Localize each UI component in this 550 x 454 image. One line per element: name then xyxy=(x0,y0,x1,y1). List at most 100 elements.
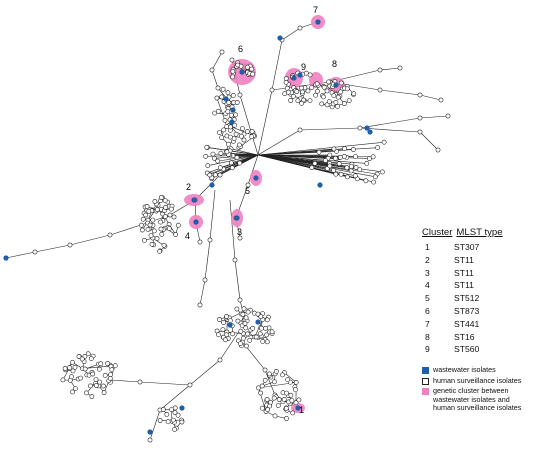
tree-edge xyxy=(189,359,221,386)
human-isolate-node xyxy=(357,167,363,172)
wastewater-isolate-node xyxy=(230,107,236,113)
human-isolate-node xyxy=(276,397,282,402)
human-isolate-node xyxy=(172,405,178,411)
tree-edge xyxy=(239,94,259,156)
tree-edge xyxy=(207,154,259,166)
human-isolate-node xyxy=(344,174,350,180)
legend-row: 9 ST560 xyxy=(422,343,550,356)
human-isolate-node xyxy=(327,163,333,169)
genetic-cluster-swatch xyxy=(422,388,429,396)
wastewater-isolate-node xyxy=(147,429,153,435)
human-isolate-node xyxy=(76,354,82,359)
human-isolate-node xyxy=(265,407,271,412)
wastewater-isolate-node xyxy=(364,125,370,131)
human-isolate-node xyxy=(249,134,254,140)
human-isolate-node xyxy=(250,71,256,77)
human-isolate-node xyxy=(138,222,144,228)
human-isolate-node xyxy=(326,79,331,85)
human-isolate-node xyxy=(281,396,287,402)
tree-edge xyxy=(159,384,191,411)
human-isolate-node xyxy=(245,309,251,315)
human-isolate-node xyxy=(288,392,294,398)
wastewater-isolate-node xyxy=(277,35,283,41)
human-isolate-node xyxy=(338,171,344,177)
tree-edge xyxy=(419,131,439,151)
tree-edge xyxy=(257,154,367,164)
genetic-cluster-highlights xyxy=(184,15,345,413)
human-isolate-node xyxy=(210,151,216,157)
human-isolate-node xyxy=(217,172,223,178)
human-isolate-node xyxy=(157,248,162,254)
human-isolate-node xyxy=(342,146,347,151)
tree-edge xyxy=(284,372,297,383)
key-genetic-line: wastewater isolates and xyxy=(433,394,510,404)
human-isolate-node xyxy=(229,165,235,171)
human-isolate-node xyxy=(283,405,289,411)
human-isolate-node xyxy=(271,379,277,385)
human-isolate-node xyxy=(85,351,91,357)
human-isolate-node xyxy=(230,331,235,337)
human-isolate-node xyxy=(309,85,315,90)
human-isolate-node xyxy=(73,386,78,391)
tree-edge xyxy=(209,154,259,176)
human-isolate-node xyxy=(203,153,209,159)
human-isolate-node xyxy=(237,160,243,166)
key-genetic-line: human surveillance isolates xyxy=(433,403,522,413)
legend-mlst-type: ST16 xyxy=(454,331,475,342)
human-isolate-node xyxy=(293,400,299,406)
human-isolate-node xyxy=(219,49,225,55)
human-isolate-node xyxy=(175,222,181,228)
human-isolate-node xyxy=(148,233,154,238)
tree-edge xyxy=(257,129,301,156)
human-isolate-node xyxy=(321,94,326,100)
human-isolate-node xyxy=(158,219,163,225)
legend-row: 3 ST11 xyxy=(422,267,550,280)
human-isolate-node xyxy=(331,167,336,173)
human-isolate-node xyxy=(162,214,168,219)
human-isolate-node xyxy=(225,90,231,96)
tree-edge xyxy=(219,329,241,361)
legend-row: 7 ST441 xyxy=(422,318,550,331)
human-isolate-node xyxy=(397,65,403,71)
legend-title: Cluster MLST type xyxy=(422,227,550,238)
legend-mlst-type: ST512 xyxy=(454,293,480,304)
tree-edge xyxy=(281,27,301,41)
human-isolate-node xyxy=(241,137,247,143)
human-isolate-node xyxy=(351,91,357,97)
tree-edge xyxy=(34,244,71,253)
human-isolate-node xyxy=(187,382,193,388)
legend-row: 2 ST11 xyxy=(422,254,550,267)
human-isolate-node xyxy=(333,171,339,177)
tree-edge xyxy=(199,279,206,306)
human-isolate-node xyxy=(238,341,243,346)
human-isolate-node xyxy=(293,379,299,385)
tree-edge xyxy=(244,344,266,371)
human-isolate-node xyxy=(163,205,168,210)
human-isolate-node xyxy=(152,199,158,204)
human-isolate-node xyxy=(209,67,215,73)
human-isolate-node xyxy=(214,95,220,101)
human-isolate-node xyxy=(271,395,277,401)
wastewater-isolate-node xyxy=(367,129,373,135)
human-isolate-node xyxy=(70,359,75,365)
human-isolate-node xyxy=(238,133,244,139)
cluster-legend: Cluster MLST type 1 ST307 2 ST11 3 ST11 4 ST… xyxy=(422,227,550,356)
human-isolate-node xyxy=(338,80,344,86)
human-isolate-node xyxy=(344,86,350,92)
human-isolate-node xyxy=(230,93,236,98)
human-isolate-node xyxy=(338,89,343,95)
human-isolate-node xyxy=(257,331,263,337)
human-isolate-node xyxy=(332,155,338,161)
key-wastewater: wastewater isolates xyxy=(422,365,550,375)
legend-mlst-type: ST441 xyxy=(454,318,480,329)
human-isolate-node xyxy=(296,397,302,403)
tree-edge xyxy=(209,189,216,241)
human-isolate-node xyxy=(288,98,294,103)
tree-edge xyxy=(109,379,141,383)
cluster-label-9: 9 xyxy=(301,62,306,72)
human-isolate-node xyxy=(379,169,385,175)
human-isolate-node xyxy=(107,375,113,381)
human-isolate-node xyxy=(363,178,369,184)
human-isolate-node xyxy=(215,332,221,338)
